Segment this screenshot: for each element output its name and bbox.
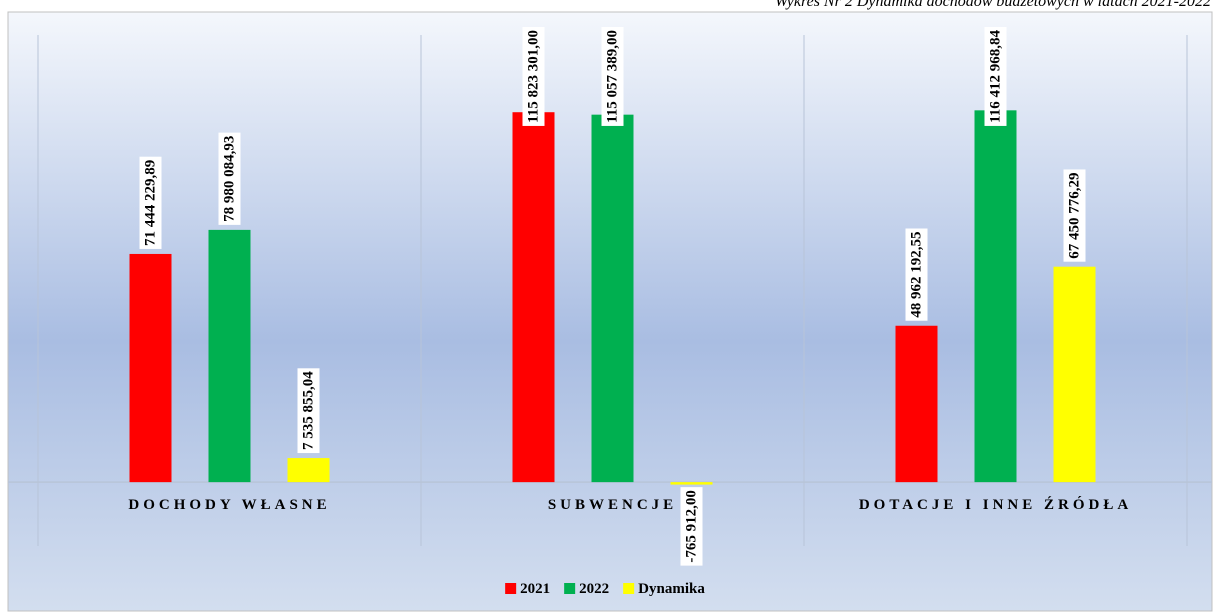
legend-swatch [623, 583, 635, 594]
legend-swatch [564, 583, 576, 594]
value-label-box [680, 487, 703, 566]
bar [208, 229, 251, 483]
bar [1053, 266, 1096, 483]
x-tick-label: SUBWENCJE [548, 497, 677, 513]
value-label-box [297, 368, 320, 454]
bar [895, 325, 938, 483]
bar [670, 482, 713, 485]
value-label-box [139, 156, 162, 249]
bar [591, 114, 634, 483]
value-label: 115 057 389,00 [605, 30, 621, 123]
value-label: 7 535 855,04 [301, 371, 317, 450]
bar [512, 112, 555, 483]
chart-title: Wykres Nr 2 Dynamika dochodów budżetowyc… [775, 0, 1211, 10]
value-label-box [218, 132, 241, 225]
value-label: 67 450 776,29 [1067, 172, 1083, 258]
value-label: 71 444 229,89 [143, 160, 159, 246]
value-label-box [1063, 169, 1086, 262]
value-label: 48 962 192,55 [909, 232, 925, 318]
legend-label: 2021 [520, 581, 550, 597]
x-tick-label: DOCHODY WŁASNE [128, 497, 330, 513]
bar [129, 253, 172, 483]
value-label-box [522, 27, 545, 126]
value-label-box [905, 228, 928, 321]
value-label-box [601, 27, 624, 126]
value-label-box [984, 27, 1007, 126]
value-label: 115 823 301,00 [526, 30, 542, 123]
bar [287, 458, 330, 483]
legend-label: Dynamika [638, 581, 705, 597]
bar [974, 110, 1017, 483]
value-label: 116 412 968,84 [988, 30, 1004, 123]
value-label: -765 912,00 [684, 490, 700, 563]
legend-label: 2022 [579, 581, 609, 597]
x-tick-label: DOTACJE I INNE ŹRÓDŁA [859, 496, 1132, 513]
value-label: 78 980 084,93 [222, 136, 238, 222]
legend-swatch [505, 583, 517, 594]
